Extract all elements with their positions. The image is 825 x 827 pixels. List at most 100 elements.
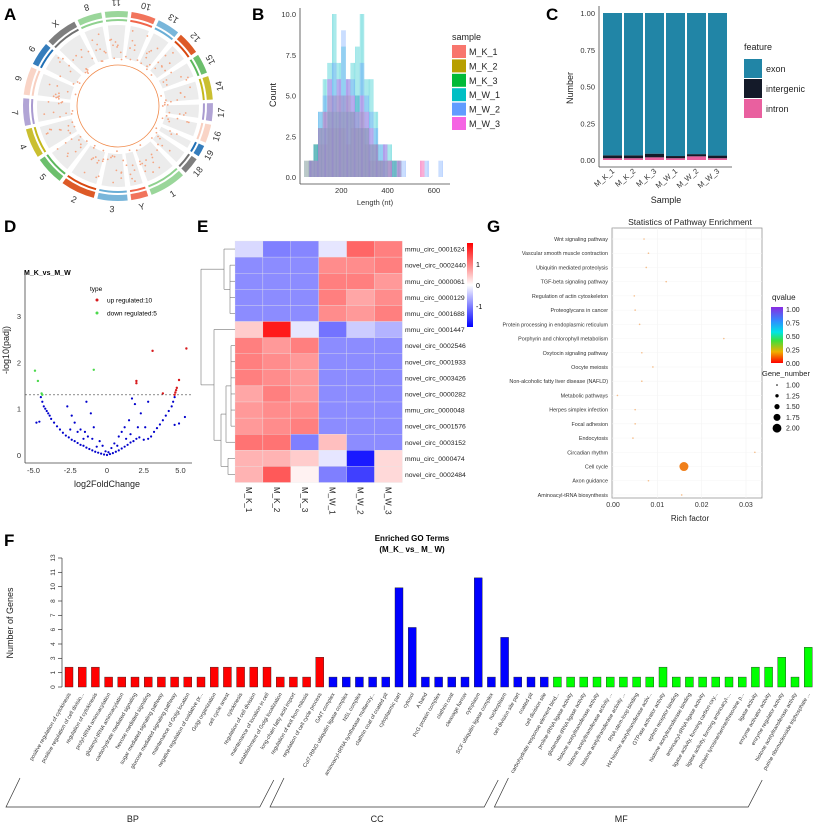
data-dot [128, 149, 131, 152]
histogram-bar [384, 160, 386, 177]
histogram-bar [308, 160, 310, 177]
heatmap-cell [374, 273, 403, 290]
y-tick-label: 4 [50, 642, 57, 646]
heatmap-cell [290, 240, 319, 258]
histogram-bar [388, 144, 390, 177]
histogram-bar [396, 160, 398, 177]
histogram-bar [387, 160, 389, 177]
data-dot [162, 81, 165, 83]
heatmap-cell [262, 401, 291, 419]
data-dot [145, 56, 148, 59]
stacked-bar-segment [687, 13, 706, 155]
go-bar [368, 676, 377, 688]
data-dot [75, 54, 78, 57]
go-bar [342, 676, 351, 688]
heatmap-cell [290, 289, 319, 306]
data-dot [185, 78, 188, 81]
histogram-bar [366, 79, 368, 177]
row-label: novel_circ_0002484 [405, 472, 466, 479]
chromosome-ideogram [22, 98, 31, 126]
data-dot [61, 100, 64, 103]
pathway-label: Protein processing in endoplasmic reticu… [503, 322, 609, 328]
histogram-bar [389, 160, 391, 177]
go-bar [579, 676, 588, 688]
data-dot [52, 95, 55, 98]
data-dot [56, 85, 59, 87]
histogram-bar [345, 144, 347, 177]
histogram-bar [342, 30, 344, 177]
data-dot [116, 150, 118, 153]
track-sector [37, 73, 74, 100]
histogram-bar [385, 160, 387, 177]
chromosome-label: 6 [13, 75, 24, 83]
legend-label: M_W_2 [469, 105, 500, 115]
go-bar [117, 676, 127, 688]
chromosome-band [174, 40, 190, 58]
data-dot [168, 111, 171, 114]
histogram-bar [349, 144, 351, 177]
legend-label-down: down regulated:5 [107, 311, 157, 318]
histogram-bar [343, 46, 345, 177]
histogram-bar [385, 160, 387, 177]
legend-label: intron [766, 104, 789, 114]
go-bar [738, 676, 747, 688]
y-axis-label: Count [268, 83, 278, 108]
histogram-bar [318, 144, 320, 177]
go-bar [302, 676, 311, 688]
data-dot [93, 144, 96, 147]
go-bar [328, 676, 338, 688]
histogram-bar [354, 62, 355, 177]
histogram-bar [343, 95, 345, 177]
chromosome-ideogram [62, 178, 96, 198]
panel-label-a: A [4, 5, 16, 24]
x-tick-label: 2.5 [139, 466, 149, 475]
nonsignificant-point [161, 419, 164, 422]
histogram-bar [387, 144, 389, 177]
histogram-bar [385, 144, 387, 177]
data-dot [79, 143, 82, 146]
histogram-bar [318, 111, 320, 177]
chromosome-band [54, 28, 79, 49]
heatmap-cell [374, 466, 403, 483]
histogram-bar [356, 46, 358, 177]
heatmap-cell [318, 353, 347, 370]
histogram-bar [376, 144, 377, 177]
nonsignificant-point [136, 426, 139, 429]
histogram-bar [356, 95, 358, 177]
heatmap-cell [234, 466, 264, 483]
heatmap-cell [262, 273, 291, 290]
histogram-bar [310, 160, 311, 177]
histogram-bar [310, 160, 311, 177]
heatmap-cell [262, 369, 291, 387]
histogram-bar [378, 144, 380, 177]
heatmap-cell [234, 434, 264, 451]
chromosome-ideogram [23, 67, 37, 96]
chromosome-band [201, 103, 206, 120]
histogram-bar [315, 160, 317, 177]
chromosome-label: 14 [214, 80, 226, 92]
heatmap-cell [346, 466, 375, 483]
nonsignificant-point [150, 435, 153, 438]
histogram-bar [330, 95, 332, 177]
heatmap-cell [234, 337, 264, 354]
data-dot [57, 96, 59, 98]
histogram-bar [337, 111, 339, 177]
histogram-bar [393, 160, 395, 177]
y-tick-label: 1 [50, 670, 57, 674]
go-bar [170, 676, 179, 688]
nonsignificant-point [183, 415, 187, 419]
histogram-bar [345, 79, 347, 177]
legend-swatch [452, 102, 466, 116]
data-dot [170, 71, 173, 74]
histogram-bar [326, 111, 328, 177]
data-dot [71, 121, 74, 124]
up-regulated-point [175, 386, 179, 390]
histogram-bar [348, 111, 350, 177]
pathway-label: Endocytosis [579, 436, 608, 442]
nonsignificant-point [92, 426, 95, 429]
histogram-bar [307, 160, 309, 177]
nonsignificant-point [79, 428, 82, 431]
histogram-bar [369, 160, 370, 177]
data-dot [165, 99, 167, 102]
